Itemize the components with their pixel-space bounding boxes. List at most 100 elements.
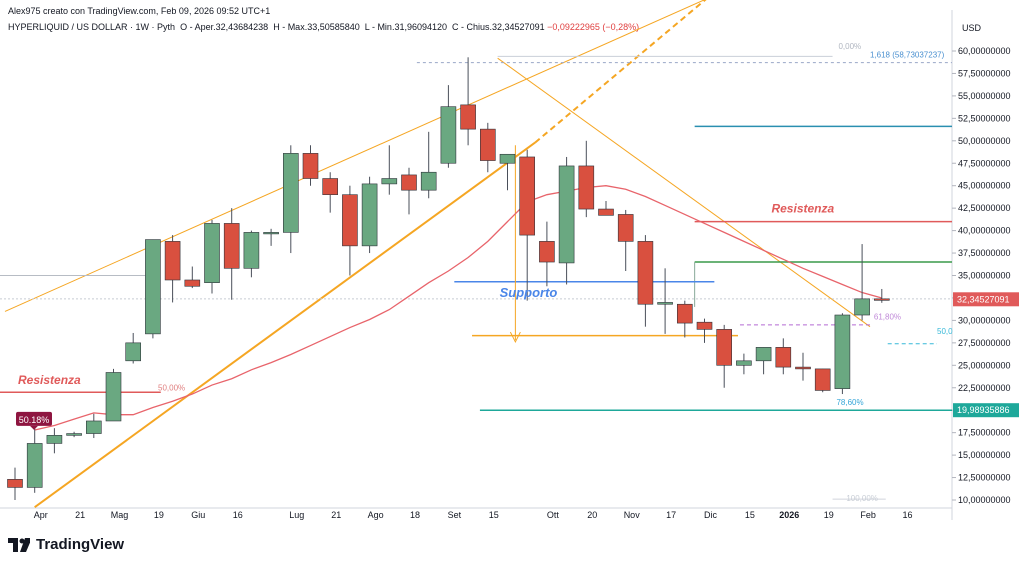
candle [322, 172, 339, 213]
candle-body [775, 347, 792, 368]
candle-body [105, 372, 122, 422]
candle-body [282, 153, 299, 233]
change-value: −0,09222965 (−0,28%) [547, 22, 640, 32]
tradingview-logo[interactable]: TradingView [8, 536, 124, 553]
candle [342, 185, 358, 276]
x-tick-label: Ago [368, 510, 384, 520]
candle-body [243, 232, 260, 269]
candle-body [440, 106, 457, 164]
last-price-tag [953, 292, 1019, 307]
close-value: Chius.32,34527091 [466, 22, 545, 32]
candle [243, 230, 260, 278]
x-tick-label: Set [448, 510, 462, 520]
chart-credit: Alex975 creato con TradingView.com, Feb … [8, 6, 271, 16]
x-tick-label: Apr [34, 510, 48, 520]
candle [873, 288, 890, 303]
descending-trendline [497, 57, 871, 328]
y-tick-label: 42,50000000 [958, 203, 1011, 213]
candle [86, 413, 102, 439]
candle [460, 57, 476, 146]
measured-move-arrowhead [509, 331, 521, 344]
candle-body [125, 342, 141, 362]
candle-body [401, 174, 417, 191]
candle [361, 176, 378, 254]
resistance-label-right: Resistenza [771, 202, 834, 216]
badge-box [16, 411, 52, 426]
candle [716, 324, 733, 388]
candle [736, 353, 752, 375]
fib-1618-label: 1,618 (58,73037237) [870, 50, 945, 59]
candle-body [519, 156, 536, 236]
y-tick-label: 12,50000000 [958, 473, 1011, 483]
channel-upper-line [4, 0, 706, 312]
x-tick-label: Lug [289, 510, 304, 520]
y-tick-label: 57,50000000 [958, 68, 1011, 78]
candle-body [873, 298, 890, 301]
candle [282, 145, 299, 254]
close-label: C [452, 22, 459, 32]
x-tick-label: Ott [547, 510, 560, 520]
annotation-labels: Resistenza Resistenza Supporto 50,00% 1,618 … [16, 42, 953, 503]
candle [401, 167, 417, 215]
candle-body [499, 153, 516, 164]
candle [854, 244, 870, 321]
y-tick-label: 27,50000000 [958, 338, 1011, 348]
candle [302, 145, 319, 186]
candle [578, 140, 595, 218]
fib-50-left-label: 50,00% [158, 383, 185, 392]
time-axis: Apr 21 Mag 19 Giu 16 Lug 21 Ago 18 Set 15 Ott 20 Nov 17… [34, 510, 913, 520]
candle [676, 300, 693, 338]
x-tick-label: 19 [154, 510, 164, 520]
y-tick-label: 50,00000000 [958, 136, 1011, 146]
candle-body [755, 347, 772, 362]
x-tick-label: 15 [489, 510, 499, 520]
y-tick-label: 52,50000000 [958, 113, 1011, 123]
candle [755, 347, 772, 375]
candle [223, 208, 240, 300]
drawings-layer [0, 0, 952, 508]
candle [775, 338, 792, 375]
badge-pointer [30, 425, 38, 430]
candle-body [814, 368, 831, 391]
candle [105, 368, 122, 422]
candle [834, 313, 851, 395]
candle [26, 428, 43, 493]
candle [637, 235, 654, 327]
candle [125, 332, 141, 364]
x-tick-label: Giu [191, 510, 205, 520]
tradingview-logo-icon [8, 537, 30, 552]
y-tick-label: 40,00000000 [958, 226, 1011, 236]
fib-618-label: 61,80% [874, 313, 901, 322]
resistance-label-left: Resistenza [18, 373, 81, 387]
candle-body [7, 479, 23, 488]
price-axis: USD 60,00000000 57,50000000 55,00000000 52,5… [952, 23, 1019, 505]
candle [558, 156, 575, 285]
candle-body [184, 279, 201, 287]
candle [145, 239, 161, 339]
candle [617, 209, 634, 272]
candle-body [223, 223, 240, 269]
candle-body [26, 443, 43, 488]
candle-body [381, 178, 398, 185]
y-tick-label: 30,00000000 [958, 315, 1011, 325]
x-tick-label: Feb [860, 510, 876, 520]
x-tick-label: 21 [331, 510, 341, 520]
support-price-tag [953, 403, 1019, 418]
y-tick-label: 17,50000000 [958, 428, 1011, 438]
ema-layer [34, 185, 882, 431]
channel-lower-line [34, 141, 536, 508]
candle [479, 122, 496, 173]
low-value: Min.31,96094120 [377, 22, 447, 32]
candle [795, 352, 811, 381]
y-tick-label: 55,00000000 [958, 91, 1011, 101]
currency-label: USD [962, 23, 982, 33]
y-tick-label: 15,00000000 [958, 450, 1011, 460]
candle [164, 235, 181, 303]
x-tick-label: 20 [587, 510, 597, 520]
candle [814, 368, 831, 393]
candle-body [302, 153, 319, 179]
open-label: O [180, 22, 188, 32]
candle [696, 318, 713, 343]
support-price-tag-label: 19,98935886 [957, 405, 1010, 415]
